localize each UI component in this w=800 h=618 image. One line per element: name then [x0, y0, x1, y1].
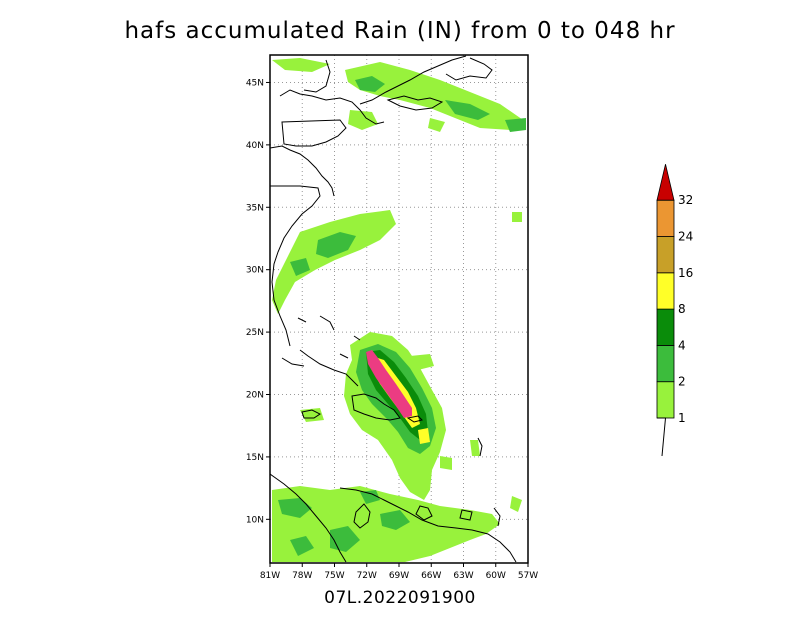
lat-tick-label: 25N: [246, 328, 264, 338]
coastlines: [270, 55, 517, 563]
colorbar-label: 1: [678, 411, 686, 425]
rain-patch-north: [272, 58, 526, 132]
lat-tick-label: 35N: [246, 203, 264, 213]
rain-field: [272, 58, 526, 562]
colorbar-segment: [656, 381, 675, 419]
colorbar-label: 4: [678, 338, 686, 352]
lon-axis: 81W 78W 75W 72W 69W 66W 63W 60W 57W: [260, 563, 538, 581]
colorbar-segment: [656, 344, 675, 383]
lon-tick-label: 81W: [260, 571, 280, 581]
rain-patch-hurricane: [344, 332, 446, 500]
lon-tick-label: 78W: [292, 571, 312, 581]
colorbar-segment: [656, 199, 675, 237]
lat-axis: 45N 40N 35N 30N 25N 20N 15N 10N: [246, 78, 270, 525]
lat-tick-label: 30N: [246, 266, 264, 276]
colorbar-label: 8: [678, 302, 686, 316]
colorbar-segment: [656, 236, 675, 274]
colorbar-label: 24: [678, 230, 693, 244]
lat-tick-label: 15N: [246, 453, 264, 463]
colorbar-label: 2: [678, 375, 686, 389]
lat-tick-label: 20N: [246, 390, 264, 400]
lon-tick-label: 60W: [486, 571, 506, 581]
lon-tick-label: 66W: [421, 571, 441, 581]
lat-tick-label: 45N: [246, 78, 264, 88]
colorbar-segment: [656, 272, 675, 310]
colorbar-label: 32: [678, 193, 693, 207]
colorbar-label: 16: [678, 266, 693, 280]
lat-tick-label: 10N: [246, 515, 264, 525]
lat-tick-label: 40N: [246, 141, 264, 151]
rain-patch-caribbean: [272, 408, 522, 562]
storm-id-label: 07L.2022091900: [324, 588, 476, 608]
lon-tick-label: 57W: [518, 571, 538, 581]
grid-lines: [270, 55, 528, 563]
map-title: hafs accumulated Rain (IN) from 0 to 048…: [124, 18, 676, 44]
lon-tick-label: 72W: [357, 571, 377, 581]
lon-tick-label: 75W: [324, 571, 344, 581]
lon-tick-label: 63W: [453, 571, 473, 581]
colorbar-top-arrow: [656, 164, 675, 201]
lon-tick-label: 69W: [389, 571, 409, 581]
colorbar-bottom-arrow: [657, 417, 667, 457]
colorbar-segment: [656, 308, 675, 346]
